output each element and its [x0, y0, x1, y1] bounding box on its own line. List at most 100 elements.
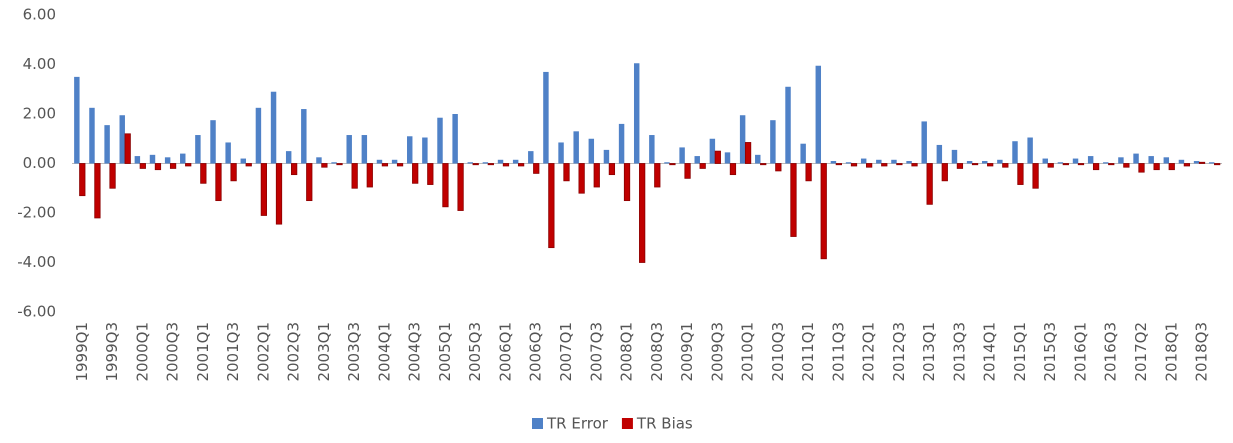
bar — [270, 91, 277, 164]
x-tick-label: 2009Q3 — [708, 322, 726, 382]
bar — [497, 159, 504, 164]
bar — [321, 163, 328, 168]
x-tick-label: 2013Q3 — [950, 322, 968, 382]
bar — [694, 156, 700, 164]
x-tick-label: 2016Q3 — [1102, 322, 1120, 382]
bar — [896, 163, 903, 166]
legend-swatch — [532, 418, 543, 429]
bar — [381, 163, 389, 167]
x-tick-label: 2001Q1 — [194, 322, 212, 382]
y-tick-label: -6.00 — [17, 303, 56, 321]
y-tick-label: -4.00 — [17, 253, 56, 271]
bar — [729, 163, 737, 176]
bar — [119, 115, 125, 164]
bar — [966, 161, 973, 164]
bar — [437, 117, 443, 164]
bar — [1214, 163, 1221, 166]
bar — [502, 163, 510, 167]
bar — [820, 163, 827, 260]
bar — [926, 163, 933, 205]
bar — [139, 163, 146, 169]
bar — [760, 163, 767, 166]
bar — [866, 163, 873, 168]
bar — [169, 163, 177, 169]
bar — [316, 157, 322, 164]
x-tick-label: 2003Q3 — [345, 322, 363, 382]
x-tick-label: 2001Q3 — [224, 322, 242, 382]
bar — [845, 162, 852, 164]
bar — [457, 163, 464, 211]
bar — [997, 159, 1003, 164]
x-tick-label: 2008Q1 — [618, 322, 636, 382]
bar — [830, 161, 837, 164]
bar — [124, 133, 131, 164]
bar — [180, 153, 186, 164]
bar — [1138, 163, 1145, 173]
bar — [936, 144, 943, 164]
x-tick-label: 2004Q1 — [375, 322, 393, 382]
y-tick-label: 0.00 — [23, 154, 56, 172]
bar — [860, 158, 867, 164]
bar — [709, 138, 716, 164]
bar — [391, 159, 398, 164]
x-tick-label: 2006Q3 — [527, 322, 545, 382]
bar — [623, 163, 631, 202]
bar — [104, 125, 110, 164]
bar — [850, 163, 858, 167]
x-tick-label: 2005Q3 — [466, 322, 484, 382]
bar — [149, 154, 156, 164]
legend-label: TR Bias — [636, 415, 693, 433]
bar — [245, 163, 252, 167]
bar — [396, 163, 404, 167]
x-tick-label: 2003Q1 — [315, 322, 333, 382]
bar — [835, 163, 842, 166]
bar — [351, 163, 358, 189]
bar — [452, 114, 458, 164]
bar — [376, 159, 383, 164]
bar — [911, 163, 918, 167]
bar — [982, 161, 988, 164]
x-tick-label: 2010Q1 — [739, 322, 757, 382]
bar — [654, 163, 661, 188]
bar — [800, 143, 806, 164]
bar — [74, 76, 80, 164]
bar — [603, 149, 610, 164]
bar — [442, 163, 449, 208]
x-tick-label: 2004Q3 — [406, 322, 424, 382]
bar — [134, 156, 141, 164]
bar — [1168, 163, 1175, 171]
bar — [755, 154, 761, 164]
bar — [1062, 163, 1069, 166]
bar — [407, 136, 413, 164]
bar — [366, 163, 373, 188]
bar — [548, 163, 555, 249]
x-tick-label: 2011Q1 — [799, 322, 817, 382]
bar — [285, 151, 292, 164]
bar — [790, 163, 797, 237]
bar — [230, 163, 237, 182]
bar — [200, 163, 207, 184]
bar — [588, 138, 595, 164]
bar — [331, 162, 337, 164]
bar — [487, 163, 494, 166]
x-tick-label: 2007Q3 — [587, 322, 605, 382]
bar — [1133, 153, 1139, 164]
x-tick-label: 2013Q1 — [920, 322, 938, 382]
x-tick-label: 2000Q3 — [164, 322, 182, 382]
bar — [664, 162, 670, 164]
bar — [185, 163, 192, 167]
bar — [154, 163, 162, 171]
bar — [1198, 161, 1206, 164]
bar — [891, 159, 897, 164]
bar — [195, 135, 201, 164]
bar — [578, 163, 585, 194]
bar — [951, 149, 958, 164]
bar — [275, 163, 283, 225]
bar — [255, 107, 262, 164]
bar — [1072, 158, 1079, 164]
bar — [427, 163, 434, 185]
bar — [1032, 163, 1039, 189]
x-tick-label: 1999Q3 — [103, 322, 121, 382]
bar — [361, 135, 368, 164]
